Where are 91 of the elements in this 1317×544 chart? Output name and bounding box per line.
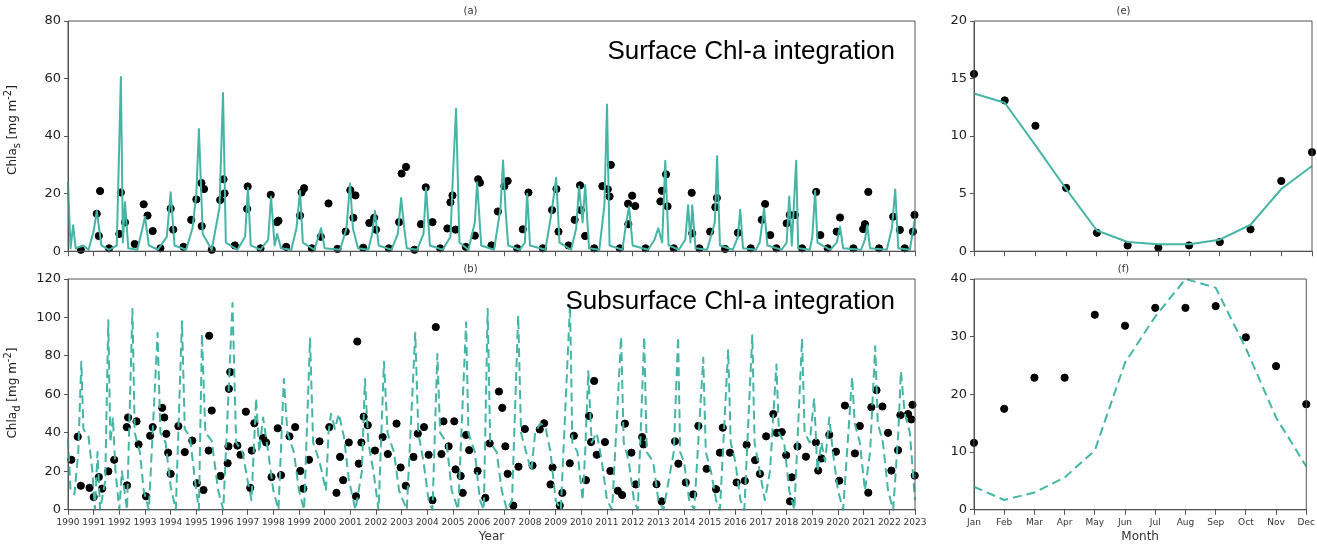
x-tick-label: 2002 xyxy=(364,516,388,527)
x-tick-label: Feb xyxy=(996,516,1013,527)
y-tick-label: 60 xyxy=(44,385,61,401)
x-tick-label: 2020 xyxy=(826,516,850,527)
point xyxy=(1271,362,1281,371)
point xyxy=(1030,373,1039,382)
y-tick-label: 0 xyxy=(958,242,967,258)
chart-title: (b) xyxy=(463,262,478,274)
x-tick-label: 1992 xyxy=(107,516,131,527)
x-tick-label: 2005 xyxy=(441,516,465,527)
point xyxy=(1241,333,1250,342)
point xyxy=(1151,303,1160,312)
x-tick-label: 1997 xyxy=(236,516,260,527)
x-tick-label: Aug xyxy=(1176,516,1195,527)
x-tick-label: Oct xyxy=(1238,516,1255,527)
x-tick-label: 1999 xyxy=(287,516,311,527)
x-axis-title: Month xyxy=(1121,528,1159,543)
point xyxy=(1211,302,1220,311)
x-tick-label: 2016 xyxy=(723,516,748,527)
x-tick-label: 2022 xyxy=(877,516,901,527)
x-tick-label: 2003 xyxy=(390,516,414,527)
x-tick-label: 2008 xyxy=(518,516,542,527)
chart-title: (a) xyxy=(463,4,478,16)
x-tick-label: 2004 xyxy=(415,516,440,527)
y-tick-label: 0 xyxy=(52,242,61,258)
y-tick-label: 40 xyxy=(44,127,61,143)
x-tick-label: 1994 xyxy=(159,516,183,527)
x-tick-label: 2014 xyxy=(672,516,696,527)
y-tick-label: 80 xyxy=(44,12,61,28)
x-tick-label: 2006 xyxy=(467,516,491,527)
x-tick-label: 2019 xyxy=(800,516,825,527)
x-tick-label: 2017 xyxy=(749,516,773,527)
y-tick-label: 10 xyxy=(950,127,967,143)
annotation: Subsurface Chl-a integration xyxy=(565,285,895,315)
x-tick-label: 1991 xyxy=(82,516,106,527)
point xyxy=(1246,225,1255,234)
point xyxy=(1123,241,1132,250)
y-tick-label: 5 xyxy=(958,185,967,201)
x-tick-label: May xyxy=(1085,516,1105,527)
x-tick-label: 2001 xyxy=(338,516,362,527)
point xyxy=(1120,321,1130,330)
x-tick-label: 1990 xyxy=(56,516,80,527)
point xyxy=(1031,121,1040,130)
x-tick-label: Jun xyxy=(1117,516,1133,527)
x-tick-label: 2015 xyxy=(698,516,722,527)
point xyxy=(1181,303,1190,312)
x-tick-label: 2000 xyxy=(313,516,337,527)
x-tick-label: Jan xyxy=(966,516,981,527)
x-tick-label: 1995 xyxy=(184,516,208,527)
x-tick-label: 2010 xyxy=(569,516,594,527)
x-tick-label: 2012 xyxy=(621,516,645,527)
point xyxy=(1060,373,1069,382)
x-tick-label: Jul xyxy=(1148,516,1161,527)
y-tick-label: 60 xyxy=(44,69,61,85)
x-tick-label: 2018 xyxy=(775,516,799,527)
x-tick-label: 2007 xyxy=(492,516,516,527)
y-tick-label: 20 xyxy=(950,12,967,28)
x-tick-label: Dec xyxy=(1297,516,1316,527)
point xyxy=(1277,176,1286,186)
x-tick-label: Mar xyxy=(1025,516,1044,527)
x-tick-label: 2013 xyxy=(646,516,670,527)
y-tick-label: 20 xyxy=(44,185,61,201)
x-tick-label: 1993 xyxy=(133,516,157,527)
y-tick-label: 20 xyxy=(44,462,61,478)
x-tick-label: 2023 xyxy=(903,516,927,527)
y-tick-label: 0 xyxy=(958,501,967,517)
chart-title: (e) xyxy=(1116,4,1131,16)
y-tick-label: 120 xyxy=(36,270,61,286)
y-tick-label: 15 xyxy=(950,69,967,85)
x-tick-label: 1998 xyxy=(261,516,286,527)
y-tick-label: 30 xyxy=(950,328,967,344)
y-tick-label: 40 xyxy=(44,424,61,440)
y-tick-label: 40 xyxy=(950,270,967,286)
x-tick-label: Sep xyxy=(1207,516,1225,527)
x-tick-label: Apr xyxy=(1056,516,1073,527)
annotation: Surface Chl-a integration xyxy=(607,35,895,65)
x-tick-label: 1996 xyxy=(210,516,234,527)
x-tick-label: 2009 xyxy=(544,516,568,527)
x-tick-label: 2011 xyxy=(595,516,619,527)
y-tick-label: 80 xyxy=(44,347,61,363)
x-tick-label: 2021 xyxy=(852,516,876,527)
line-series xyxy=(973,278,1308,501)
y-tick-label: 10 xyxy=(950,443,967,459)
x-tick-label: Nov xyxy=(1267,516,1286,527)
y-tick-label: 20 xyxy=(950,385,967,401)
chart-title: (f) xyxy=(1117,262,1130,274)
y-tick-label: 100 xyxy=(36,308,61,324)
x-axis-title: Year xyxy=(477,528,505,543)
point xyxy=(1000,404,1009,413)
point xyxy=(1090,310,1099,319)
y-tick-label: 0 xyxy=(52,501,61,517)
